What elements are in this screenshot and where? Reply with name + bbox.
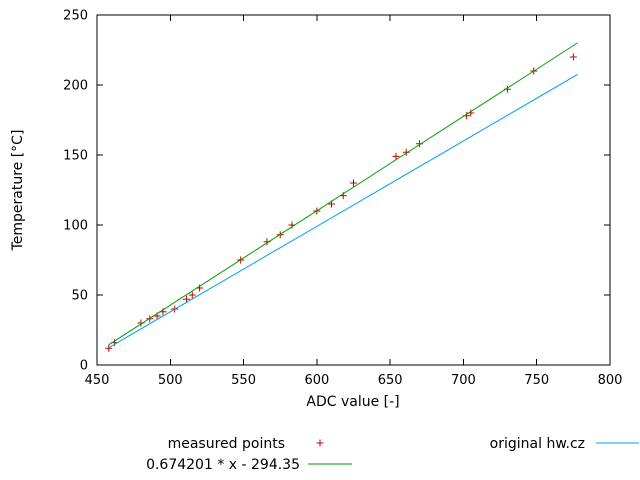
svg-text:700: 700	[451, 373, 476, 388]
legend-marker-samples	[308, 439, 639, 465]
y-axis-label: Temperature [°C]	[10, 130, 26, 252]
svg-text:450: 450	[85, 373, 110, 388]
svg-text:250: 250	[63, 9, 88, 24]
legend-fit-equation-label: 0.674201 * x - 294.35	[146, 457, 300, 473]
svg-text:550: 550	[231, 373, 256, 388]
svg-text:650: 650	[378, 373, 403, 388]
svg-text:800: 800	[598, 373, 623, 388]
svg-text:750: 750	[524, 373, 549, 388]
svg-text:50: 50	[71, 289, 88, 304]
legend-measured-points-label: measured points	[168, 436, 285, 452]
x-axis-label: ADC value [-]	[306, 394, 399, 410]
svg-text:100: 100	[63, 219, 88, 234]
svg-text:150: 150	[63, 149, 88, 164]
plot-area: 450 500 550 600 650 700 750 800 0 50 100 150 200 250	[63, 9, 622, 389]
legend-original-hwcz-label: original hw.cz	[490, 436, 585, 452]
svg-text:500: 500	[158, 373, 183, 388]
svg-text:600: 600	[304, 373, 329, 388]
svg-text:200: 200	[63, 79, 88, 94]
svg-text:0: 0	[80, 359, 88, 374]
